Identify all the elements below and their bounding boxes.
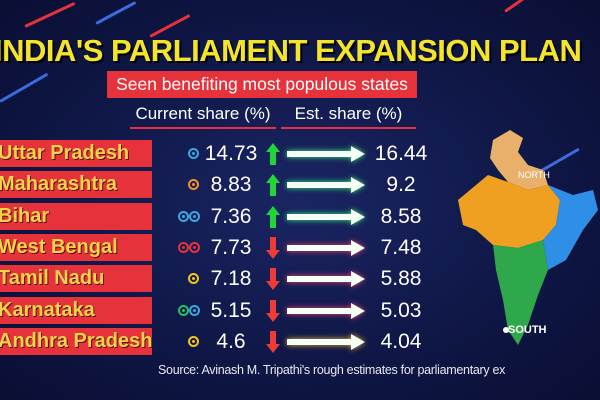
- current-share-value: 14.73: [204, 142, 258, 165]
- estimated-share-value: 5.88: [380, 267, 422, 291]
- arrow-up-icon: [266, 143, 280, 165]
- arrow-right-icon: [287, 146, 365, 162]
- map-region-north: [490, 130, 548, 190]
- table-row: Bihar 7.36 8.58: [0, 202, 600, 230]
- arrow-right-icon: [287, 177, 365, 194]
- arrow-down-icon: [266, 299, 280, 322]
- estimated-share-value: 16.44: [374, 142, 428, 165]
- state-icon: [188, 335, 199, 347]
- state-icon: [178, 241, 189, 253]
- arrow-right-icon: [287, 333, 365, 350]
- state-label: Bihar: [0, 202, 152, 230]
- state-icon: [178, 210, 189, 222]
- map-region-south: [493, 240, 548, 345]
- state-icon: [189, 210, 200, 222]
- map-marker: [503, 327, 509, 333]
- state-icon: [188, 148, 199, 159]
- subtitle-banner: Seen benefiting most populous states: [107, 71, 417, 98]
- arrow-up-icon: [266, 174, 280, 197]
- map-label-north: NORTH: [518, 170, 550, 180]
- state-label: Karnataka: [0, 296, 152, 324]
- india-map: [458, 130, 598, 345]
- arrow-down-icon: [266, 236, 280, 259]
- state-label: West Bengal: [0, 233, 152, 261]
- estimated-share-value: 9.2: [386, 173, 416, 197]
- column-header-estimated: Est. share (%): [281, 104, 416, 129]
- current-share-value: 8.83: [210, 173, 252, 197]
- current-share-value: 4.6: [216, 329, 246, 353]
- map-region-central: [458, 175, 560, 248]
- state-icon: [188, 179, 199, 191]
- state-icon: [178, 304, 189, 316]
- map-label-south: SOUTH: [508, 324, 547, 336]
- current-share-value: 7.18: [210, 267, 252, 291]
- arrow-right-icon: [287, 302, 365, 319]
- current-share-value: 7.73: [210, 235, 252, 259]
- table-row: Tamil Nadu 7.18 5.88: [0, 265, 600, 293]
- current-share-value: 5.15: [210, 298, 252, 322]
- arrow-down-icon: [266, 330, 280, 353]
- source-note: Source: Avinash M. Tripathi's rough esti…: [158, 363, 506, 377]
- arrow-right-icon: [287, 271, 365, 288]
- estimated-share-value: 8.58: [380, 204, 422, 228]
- column-header-current: Current share (%): [130, 104, 276, 129]
- state-label: Maharashtra: [0, 171, 152, 199]
- map-region-east: [543, 185, 598, 270]
- table-row: West Bengal 7.73 7.48: [0, 233, 600, 261]
- table-row: Andhra Pradesh 4.6 4.04: [0, 327, 600, 355]
- state-icon: [189, 304, 200, 316]
- estimated-share-value: 7.48: [380, 235, 422, 259]
- state-icons: [176, 203, 204, 230]
- arrow-up-icon: [266, 205, 280, 228]
- estimated-share-value: 4.04: [380, 329, 422, 353]
- state-label: Uttar Pradesh: [0, 140, 152, 167]
- estimated-share-value: 5.03: [380, 298, 422, 322]
- state-icons: [176, 328, 204, 355]
- state-icon: [188, 273, 199, 285]
- arrow-down-icon: [266, 268, 280, 291]
- table-row: Karnataka 5.15 5.03: [0, 296, 600, 324]
- arrow-right-icon: [287, 208, 365, 225]
- page-title: INDIA'S PARLIAMENT EXPANSION PLAN: [0, 33, 582, 68]
- arrow-right-icon: [287, 239, 365, 256]
- state-icons: [176, 234, 204, 261]
- state-icons: [176, 297, 204, 324]
- state-label: Tamil Nadu: [0, 265, 152, 293]
- table-row: Uttar Pradesh 14.73 16.44: [0, 140, 600, 167]
- state-icons: [176, 140, 204, 167]
- state-label: Andhra Pradesh: [0, 327, 152, 355]
- state-icon: [189, 241, 200, 253]
- state-icons: [176, 265, 204, 292]
- current-share-value: 7.36: [210, 204, 252, 228]
- state-icons: [176, 171, 204, 198]
- table-row: Maharashtra 8.83 9.2: [0, 171, 600, 199]
